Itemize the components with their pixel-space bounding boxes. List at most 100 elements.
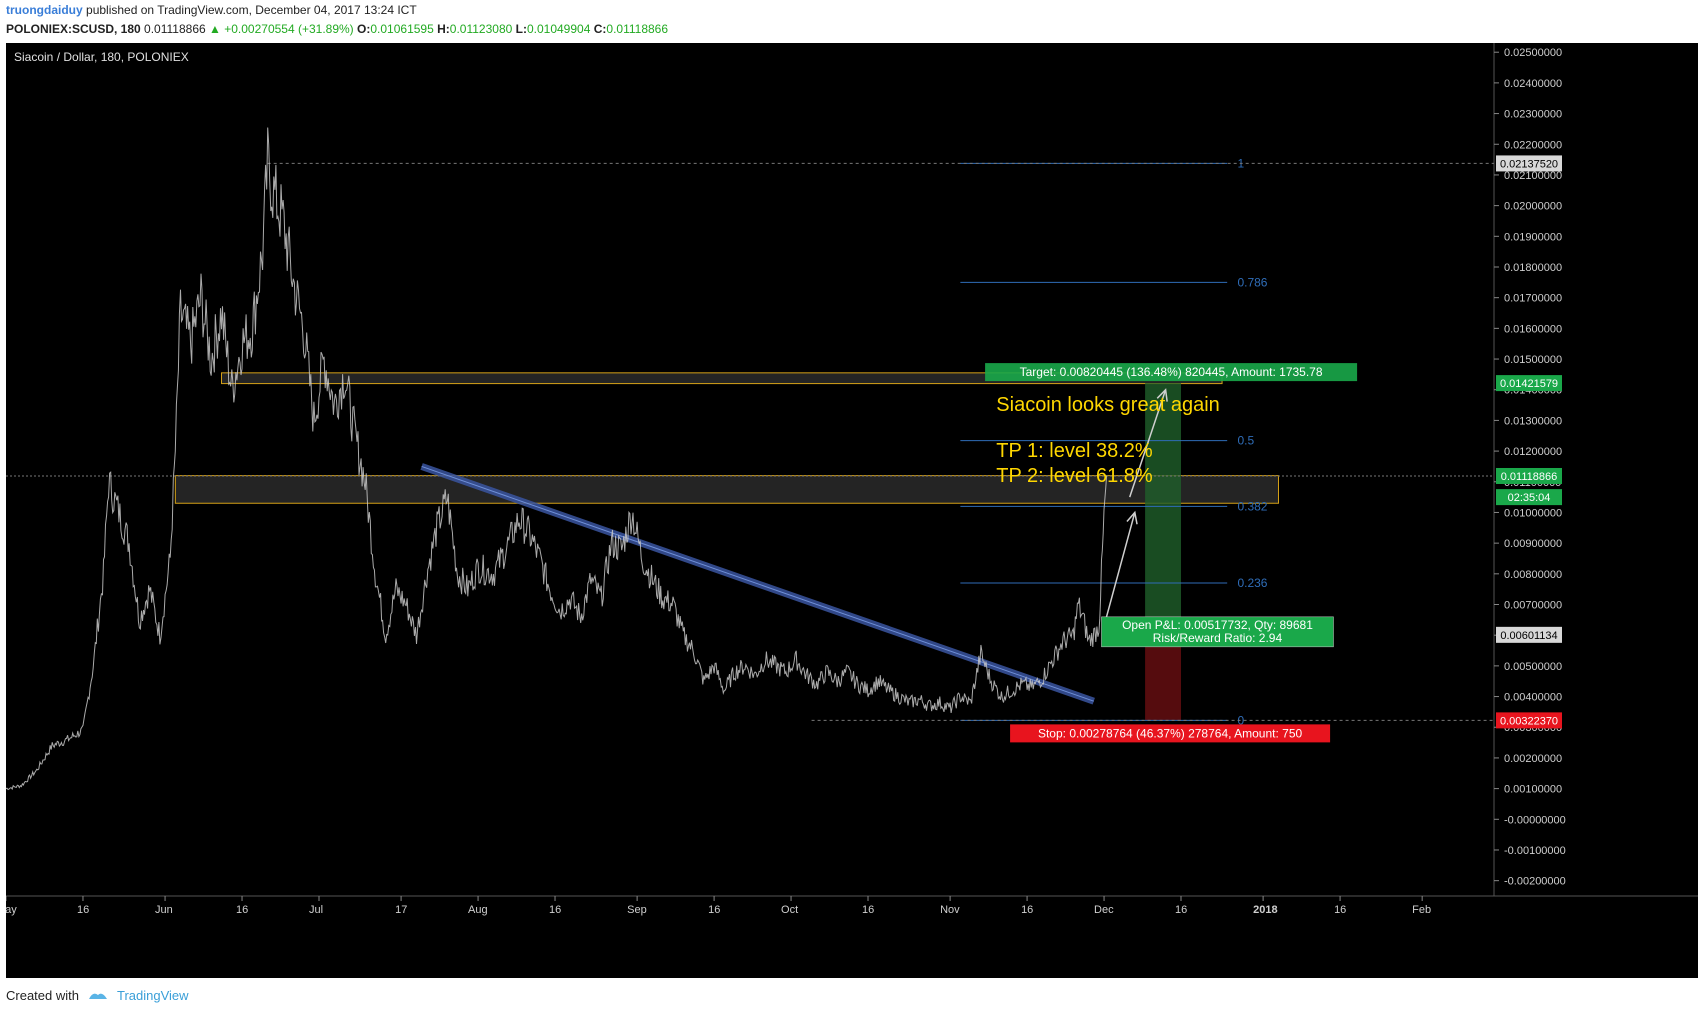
time-tick-label: 16 xyxy=(236,904,248,916)
price-tick-label: 0.02300000 xyxy=(1504,109,1562,121)
target-label: Target: 0.00820445 (136.48%) 820445, Amo… xyxy=(1020,365,1323,379)
time-tick-label: Jul xyxy=(309,904,323,916)
published-text: published on TradingView.com, December 0… xyxy=(86,3,417,17)
target-box xyxy=(1145,383,1182,635)
price-tick-label: 0.00700000 xyxy=(1504,600,1562,612)
price-tag-label: 0.01118866 xyxy=(1501,471,1557,483)
price-tick-label: 0.02400000 xyxy=(1504,78,1562,90)
time-tick-label: 16 xyxy=(708,904,720,916)
time-tick-label: Dec xyxy=(1094,904,1114,916)
time-tick-label: May xyxy=(6,904,17,916)
price-tag-label: 0.02137520 xyxy=(1500,158,1558,170)
time-tick-label: Oct xyxy=(781,904,798,916)
chart-area[interactable]: 0.02500000 0.02400000 0.02300000 0.02200000… xyxy=(0,43,1698,978)
resistance-zone xyxy=(174,475,1279,504)
high-value: 0.01123080 xyxy=(449,22,513,36)
stop-label-box xyxy=(1010,724,1331,743)
price-tick-label: 0.02100000 xyxy=(1504,170,1562,182)
fib-level-label: 0.236 xyxy=(1237,576,1267,590)
time-tick-label: 16 xyxy=(1175,904,1187,916)
price-tick-label: 0.02000000 xyxy=(1504,201,1562,213)
time-tick-label: 16 xyxy=(1334,904,1346,916)
open-value: 0.01061595 xyxy=(370,22,434,36)
fib-level-label: 0.786 xyxy=(1237,275,1267,289)
high-label: H: xyxy=(437,22,450,36)
price-tag-label: 0.01421579 xyxy=(1500,378,1558,390)
price-tick-label: 0.02500000 xyxy=(1504,47,1562,59)
close-label: C: xyxy=(593,22,607,36)
fib-level-label: 0.382 xyxy=(1237,499,1267,513)
open-label: O: xyxy=(357,22,371,36)
price-tag-label: 0.00601134 xyxy=(1500,630,1557,642)
tradingview-link[interactable]: TradingView xyxy=(116,988,189,1003)
trendline-edge xyxy=(421,465,1094,702)
publish-info: truongdaiduy published on TradingView.co… xyxy=(6,3,417,17)
time-tick-label: 17 xyxy=(395,904,407,916)
stop-box xyxy=(1145,634,1182,721)
price-series xyxy=(5,127,1108,791)
time-tick-label: 16 xyxy=(1021,904,1033,916)
price-tick-label: 0.00100000 xyxy=(1504,784,1562,796)
price-tick-label: 0.02200000 xyxy=(1504,139,1562,151)
price-tick-label: 0.00500000 xyxy=(1504,661,1562,673)
annotation-tp2: TP 2: level 61.8% xyxy=(996,465,1153,487)
annotation-title: Siacoin looks great again xyxy=(996,394,1219,416)
price-tag-box xyxy=(1496,712,1562,729)
projection-arrow xyxy=(1103,512,1136,627)
price-tag-box xyxy=(1496,489,1562,506)
time-tick-label: Nov xyxy=(940,904,960,916)
chart-title: Siacoin / Dollar, 180, POLONIEX xyxy=(14,50,189,64)
price-tag-box xyxy=(1496,155,1562,172)
price-tag-label: 02:35:04 xyxy=(1508,492,1551,504)
price-tick-label: -0.00000000 xyxy=(1504,814,1566,826)
price-tag-label: 0.00322370 xyxy=(1500,715,1558,727)
time-tick-label: 16 xyxy=(549,904,561,916)
price-change: ▲ +0.00270554 (+31.89%) xyxy=(209,22,354,36)
open-pl-label: Open P&L: 0.00517732, Qty: 89681 xyxy=(1122,618,1313,632)
rr-label: Risk/Reward Ratio: 2.94 xyxy=(1153,631,1283,645)
price-tick-label: 0.00900000 xyxy=(1504,538,1562,550)
price-tick-label: 0.00800000 xyxy=(1504,569,1562,581)
time-tick-label: 16 xyxy=(862,904,874,916)
tradingview-logo-icon xyxy=(88,993,107,999)
price-tick-label: 0.01200000 xyxy=(1504,446,1562,458)
low-label: L: xyxy=(515,22,527,36)
price-tick-label: 0.01700000 xyxy=(1504,293,1562,305)
chart-background xyxy=(6,43,1698,978)
created-with-text: Created with xyxy=(6,988,79,1003)
price-tick-label: 0.00200000 xyxy=(1504,753,1562,765)
time-tick-label: 2018 xyxy=(1253,904,1277,916)
time-tick-label: 16 xyxy=(77,904,89,916)
low-value: 0.01049904 xyxy=(526,22,591,36)
stop-label: Stop: 0.00278764 (46.37%) 278764, Amount… xyxy=(1038,726,1303,740)
arrow-head xyxy=(1126,510,1138,525)
price-tag-box xyxy=(1496,375,1562,392)
projection-arrow xyxy=(1128,389,1167,498)
price-tag-box xyxy=(1496,467,1562,484)
price-tick-label: 0.01900000 xyxy=(1504,231,1562,243)
target-label-box xyxy=(985,363,1358,382)
price-tick-label: 0.01300000 xyxy=(1504,415,1562,427)
author-link[interactable]: truongdaiduy xyxy=(6,3,83,17)
time-tick-label: Jun xyxy=(155,904,173,916)
fib-level-label: 0 xyxy=(1237,713,1244,727)
price-tick-label: -0.00200000 xyxy=(1504,876,1566,888)
symbol-info: POLONIEX:SCUSD, 180 0.01118866 ▲ +0.0027… xyxy=(6,22,668,36)
price-tick-label: -0.00100000 xyxy=(1504,845,1566,857)
time-tick-label: Aug xyxy=(468,904,488,916)
last-price: 0.01118866 xyxy=(144,22,206,36)
symbol-label: POLONIEX:SCUSD, 180 xyxy=(6,22,141,36)
price-tick-label: 0.01600000 xyxy=(1504,323,1562,335)
price-tag-box xyxy=(1496,626,1562,643)
time-tick-label: Sep xyxy=(627,904,647,916)
open-pl-box xyxy=(1101,616,1334,648)
price-tick-label: 0.01500000 xyxy=(1504,354,1562,366)
price-tick-label: 0.00400000 xyxy=(1504,692,1562,704)
price-tick-label: 0.01800000 xyxy=(1504,262,1562,274)
close-value: 0.01118866 xyxy=(606,22,669,36)
price-chart[interactable]: 0.02500000 0.02400000 0.02300000 0.02200000… xyxy=(0,43,1698,978)
price-tick-label: 0.01000000 xyxy=(1504,507,1562,519)
time-tick-label: Feb xyxy=(1412,904,1431,916)
annotation-tp1: TP 1: level 38.2% xyxy=(996,440,1153,462)
fib-level-label: 0.5 xyxy=(1237,434,1254,448)
